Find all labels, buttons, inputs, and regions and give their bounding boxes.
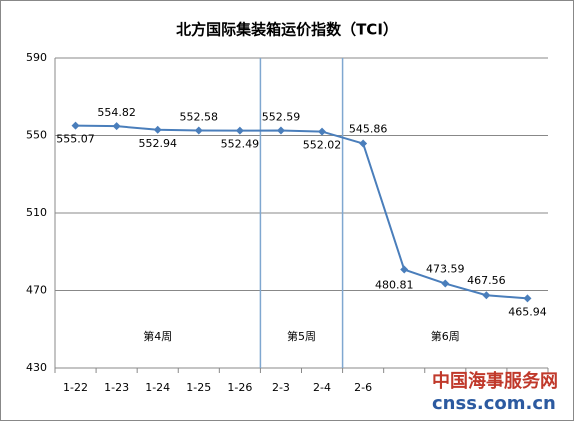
week-label: 第6周 <box>431 329 460 343</box>
x-tick-label: 1-26 <box>227 381 252 394</box>
x-tick-label: 2-4 <box>313 381 331 394</box>
point <box>482 291 491 300</box>
point <box>318 127 327 136</box>
point <box>400 265 409 274</box>
data-label: 480.81 <box>375 279 414 292</box>
point <box>276 126 285 135</box>
y-tick-label: 590 <box>26 51 47 64</box>
watermark: cnss.com.cn <box>432 393 556 414</box>
watermark: 中国海事服务网 <box>432 370 558 392</box>
x-tick-label: 1-25 <box>186 381 211 394</box>
point <box>71 121 80 130</box>
data-label: 555.07 <box>56 133 95 146</box>
y-tick-label: 470 <box>26 284 47 297</box>
x-tick-label: 2-6 <box>354 381 372 394</box>
data-label: 554.82 <box>97 106 136 119</box>
x-tick-label: 1-22 <box>63 381 88 394</box>
point <box>359 139 368 148</box>
y-tick-label: 510 <box>26 206 47 219</box>
week-label: 第4周 <box>143 329 172 343</box>
data-label: 552.59 <box>262 110 301 123</box>
point <box>153 125 162 134</box>
series-line <box>75 124 528 300</box>
data-label: 552.94 <box>138 137 177 150</box>
chart-title: 北方国际集装箱运价指数（TCI） <box>176 21 398 39</box>
point <box>523 294 532 303</box>
x-tick-label: 2-3 <box>272 381 290 394</box>
week-label: 第5周 <box>287 329 316 343</box>
y-tick-label: 430 <box>26 361 47 374</box>
data-label: 465.94 <box>508 305 547 318</box>
data-label: 552.02 <box>303 139 342 152</box>
y-tick-label: 550 <box>26 129 47 142</box>
x-tick-label: 1-24 <box>145 381 170 394</box>
data-label: 467.56 <box>467 274 506 287</box>
data-label: 552.49 <box>221 138 260 151</box>
data-label: 473.59 <box>426 263 465 276</box>
point <box>194 126 203 135</box>
point <box>441 279 450 288</box>
data-label: 552.58 <box>180 111 219 124</box>
x-tick-label: 1-23 <box>104 381 129 394</box>
point <box>235 126 244 135</box>
point <box>112 122 121 131</box>
data-label: 545.86 <box>349 123 388 136</box>
